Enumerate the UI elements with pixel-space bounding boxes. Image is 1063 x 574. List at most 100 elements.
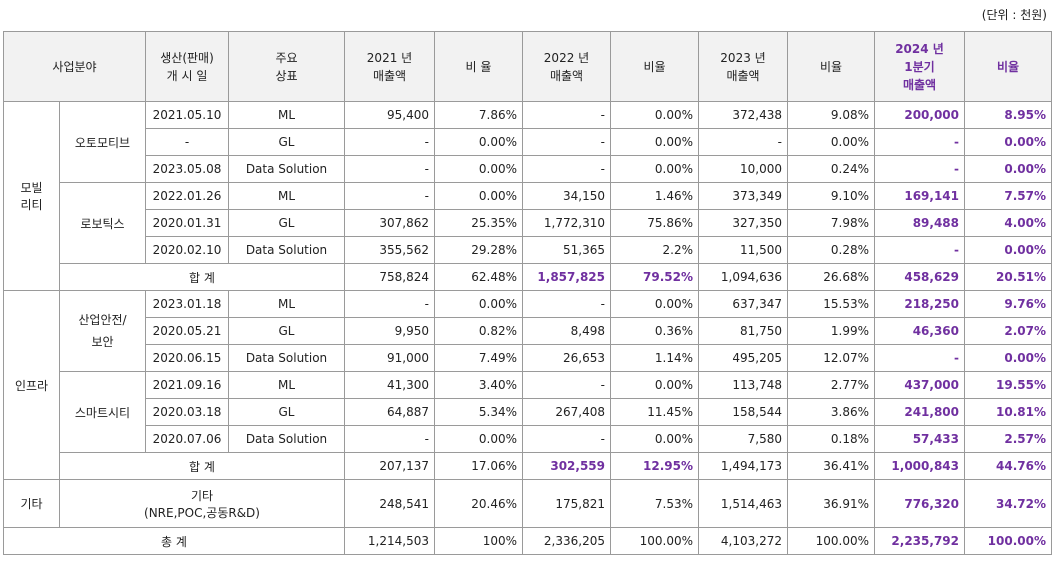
ratio-2023: 12.07% (787, 344, 875, 372)
revenue-2024q1: - (874, 236, 965, 264)
ratio-2022: 1.46% (610, 182, 699, 210)
unit-label: (단위 : 천원) (981, 8, 1047, 22)
revenue-2021: - (344, 155, 435, 183)
revenue-2021: 248,541 (344, 479, 435, 528)
ratio-2022: 0.00% (610, 101, 699, 129)
subtotal-label: 합 계 (59, 452, 345, 480)
ratio-2023: 1.99% (787, 317, 875, 345)
ratio-2024q1: 0.00% (964, 155, 1052, 183)
revenue-2022: 8,498 (522, 317, 611, 345)
header-revenue-2023: 2023 년 매출액 (698, 31, 788, 102)
group-mobility: 모빌 리티 (3, 101, 60, 291)
ratio-2021: 62.48% (434, 263, 523, 291)
revenue-2021: 307,862 (344, 209, 435, 237)
table-row: 2020.03.18 GL 64,887 5.34% 267,408 11.45… (4, 398, 1052, 426)
ratio-2024q1: 19.55% (964, 371, 1052, 399)
ratio-2021: 0.00% (434, 425, 523, 453)
header-revenue-2024q1: 2024 년 1분기 매출액 (874, 31, 965, 102)
launch-date: - (145, 128, 229, 156)
revenue-2021: - (344, 128, 435, 156)
revenue-2024q1: 1,000,843 (874, 452, 965, 480)
table-row: 로보틱스 2022.01.26 ML - 0.00% 34,150 1.46% … (4, 182, 1052, 264)
revenue-2022: - (522, 371, 611, 399)
ratio-2024q1: 100.00% (964, 527, 1052, 555)
revenue-2023: 7,580 (698, 425, 788, 453)
table-row: 2023.05.08 Data Solution - 0.00% - 0.00%… (4, 155, 1052, 183)
revenue-2023: 81,750 (698, 317, 788, 345)
revenue-2023: 158,544 (698, 398, 788, 426)
revenue-2023: 637,347 (698, 290, 788, 318)
ratio-2022: 0.00% (610, 425, 699, 453)
ratio-2023: 0.24% (787, 155, 875, 183)
revenue-2022: - (522, 128, 611, 156)
revenue-2024q1: 89,488 (874, 209, 965, 237)
revenue-2024q1: 46,360 (874, 317, 965, 345)
brand: ML (228, 101, 345, 129)
revenue-2022: - (522, 425, 611, 453)
ratio-2022: 7.53% (610, 479, 699, 528)
grand-total-row: 총 계 1,214,503 100% 2,336,205 100.00% 4,1… (3, 527, 1052, 555)
ratio-2023: 9.08% (787, 101, 875, 129)
header-ratio-2023: 비율 (787, 31, 875, 102)
header-revenue-2021: 2021 년 매출액 (344, 31, 435, 102)
revenue-2021: 64,887 (344, 398, 435, 426)
revenue-2021: 207,137 (344, 452, 435, 480)
ratio-2023: 100.00% (787, 527, 875, 555)
table-row: 2020.05.21 GL 9,950 0.82% 8,498 0.36% 81… (4, 317, 1052, 345)
revenue-2023: 1,514,463 (698, 479, 788, 528)
launch-date: 2020.06.15 (145, 344, 229, 372)
ratio-2023: 0.00% (787, 128, 875, 156)
ratio-2022: 12.95% (610, 452, 699, 480)
revenue-2024q1: 437,000 (874, 371, 965, 399)
table-row: 2020.01.31 GL 307,862 25.35% 1,772,310 7… (4, 209, 1052, 237)
ratio-2023: 0.18% (787, 425, 875, 453)
table-row: 모빌 리티 오토모티브 2021.05.10 ML 95,400 7.86% - … (3, 101, 1052, 291)
ratio-2021: 0.82% (434, 317, 523, 345)
ratio-2022: 0.00% (610, 290, 699, 318)
brand: ML (228, 371, 345, 399)
table-row: 2020.07.06 Data Solution - 0.00% - 0.00%… (4, 425, 1052, 453)
revenue-2023: 10,000 (698, 155, 788, 183)
ratio-2022: 100.00% (610, 527, 699, 555)
revenue-2024q1: 241,800 (874, 398, 965, 426)
subgroup-robotics: 로보틱스 (59, 182, 146, 264)
ratio-2021: 7.86% (434, 101, 523, 129)
launch-date: 2020.02.10 (145, 236, 229, 264)
subtotal-row: 합 계 758,824 62.48% 1,857,825 79.52% 1,09… (4, 263, 1052, 291)
ratio-2023: 0.28% (787, 236, 875, 264)
launch-date: 2023.01.18 (145, 290, 229, 318)
revenue-2024q1: 458,629 (874, 263, 965, 291)
ratio-2021: 29.28% (434, 236, 523, 264)
revenue-2021: - (344, 290, 435, 318)
ratio-2023: 7.98% (787, 209, 875, 237)
ratio-2021: 20.46% (434, 479, 523, 528)
ratio-2021: 7.49% (434, 344, 523, 372)
launch-date: 2022.01.26 (145, 182, 229, 210)
revenue-2022: 175,821 (522, 479, 611, 528)
launch-date: 2020.07.06 (145, 425, 229, 453)
revenue-2023: 4,103,272 (698, 527, 788, 555)
ratio-2024q1: 2.07% (964, 317, 1052, 345)
ratio-2024q1: 9.76% (964, 290, 1052, 318)
table-row: 스마트시티 2021.09.16 ML 41,300 3.40% - 0.00%… (4, 371, 1052, 453)
ratio-2024q1: 8.95% (964, 101, 1052, 129)
revenue-2023: - (698, 128, 788, 156)
brand: GL (228, 128, 345, 156)
revenue-2022: 302,559 (522, 452, 611, 480)
launch-date: 2020.05.21 (145, 317, 229, 345)
ratio-2024q1: 10.81% (964, 398, 1052, 426)
ratio-2022: 0.36% (610, 317, 699, 345)
ratio-2022: 75.86% (610, 209, 699, 237)
ratio-2024q1: 44.76% (964, 452, 1052, 480)
launch-date: 2021.05.10 (145, 101, 229, 129)
revenue-2024q1: 776,320 (874, 479, 965, 528)
ratio-2023: 2.77% (787, 371, 875, 399)
launch-date: 2021.09.16 (145, 371, 229, 399)
revenue-2021: 41,300 (344, 371, 435, 399)
revenue-2023: 495,205 (698, 344, 788, 372)
revenue-2022: 267,408 (522, 398, 611, 426)
revenue-2024q1: 169,141 (874, 182, 965, 210)
ratio-2024q1: 7.57% (964, 182, 1052, 210)
ratio-2022: 0.00% (610, 371, 699, 399)
ratio-2021: 17.06% (434, 452, 523, 480)
